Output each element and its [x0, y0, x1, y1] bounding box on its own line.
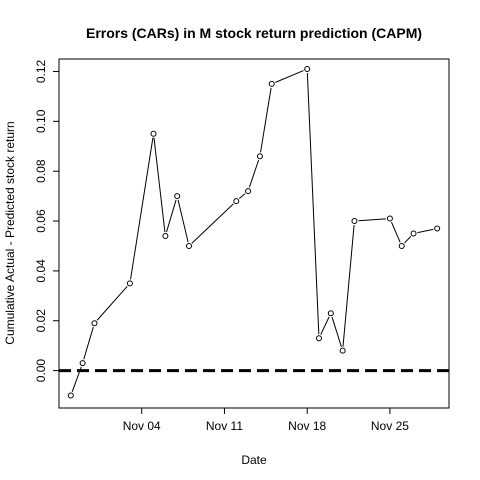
series-line-segment — [71, 366, 82, 392]
data-point — [351, 218, 358, 225]
series-line-segment — [191, 203, 234, 244]
y-axis: Cumulative Actual - Predicted stock retu… — [3, 59, 59, 382]
series-line-segment — [248, 159, 260, 188]
series-line-segment — [417, 228, 434, 234]
series-line-segment — [96, 286, 128, 321]
series-line-segment — [239, 193, 246, 199]
data-point — [233, 198, 240, 205]
series-line-segment — [404, 236, 412, 244]
data-point — [316, 335, 322, 342]
data-point — [327, 310, 334, 317]
y-tick-label: 0.02 — [34, 309, 48, 333]
y-tick-label: 0.06 — [34, 209, 48, 233]
data-point — [304, 65, 311, 72]
series-line-segment — [391, 222, 401, 243]
series-line-segment — [166, 199, 177, 233]
series-line-segment — [306, 72, 320, 335]
chart-title: Errors (CARs) in M stock return predicti… — [86, 25, 422, 41]
data-point — [150, 130, 157, 137]
y-tick-label: 0.12 — [34, 59, 48, 83]
data-point — [126, 280, 133, 287]
x-tick-label: Nov 04 — [123, 419, 161, 433]
series-line-segment — [130, 137, 154, 280]
series-line-segment — [275, 70, 304, 83]
y-tick-label: 0.08 — [34, 159, 48, 183]
data-point — [339, 347, 346, 354]
series-line-segment — [177, 199, 189, 243]
data-point — [67, 392, 74, 399]
series-line-segment — [260, 87, 272, 153]
x-axis: Date Nov 04 Nov 11 Nov 18 Nov 25 — [123, 408, 409, 467]
series-line-segment — [331, 316, 342, 348]
series-line-segment — [342, 224, 355, 347]
x-tick-label: Nov 18 — [288, 419, 326, 433]
series-group — [67, 65, 441, 399]
x-axis-label: Date — [241, 453, 267, 467]
data-point — [79, 360, 86, 367]
data-point — [398, 242, 405, 249]
y-axis-label: Cumulative Actual - Predicted stock retu… — [3, 121, 17, 344]
data-point — [268, 80, 275, 87]
y-tick-label: 0.10 — [34, 109, 48, 133]
data-point — [410, 230, 417, 237]
x-tick-label: Nov 11 — [206, 419, 243, 433]
data-point — [91, 320, 98, 327]
data-point — [386, 215, 393, 222]
data-point — [186, 242, 192, 249]
series-line-segment — [153, 137, 166, 233]
data-point — [256, 153, 263, 160]
data-point — [174, 193, 181, 200]
plot-frame — [58, 58, 450, 409]
y-tick-label: 0.00 — [34, 359, 48, 383]
y-tick-label: 0.04 — [34, 259, 48, 283]
series-line-segment — [320, 316, 330, 335]
x-tick-label: Nov 25 — [371, 419, 409, 433]
data-point — [434, 225, 441, 232]
data-point — [162, 232, 169, 239]
data-point — [245, 188, 252, 195]
series-line-segment — [83, 326, 94, 360]
series-line-segment — [358, 218, 386, 222]
